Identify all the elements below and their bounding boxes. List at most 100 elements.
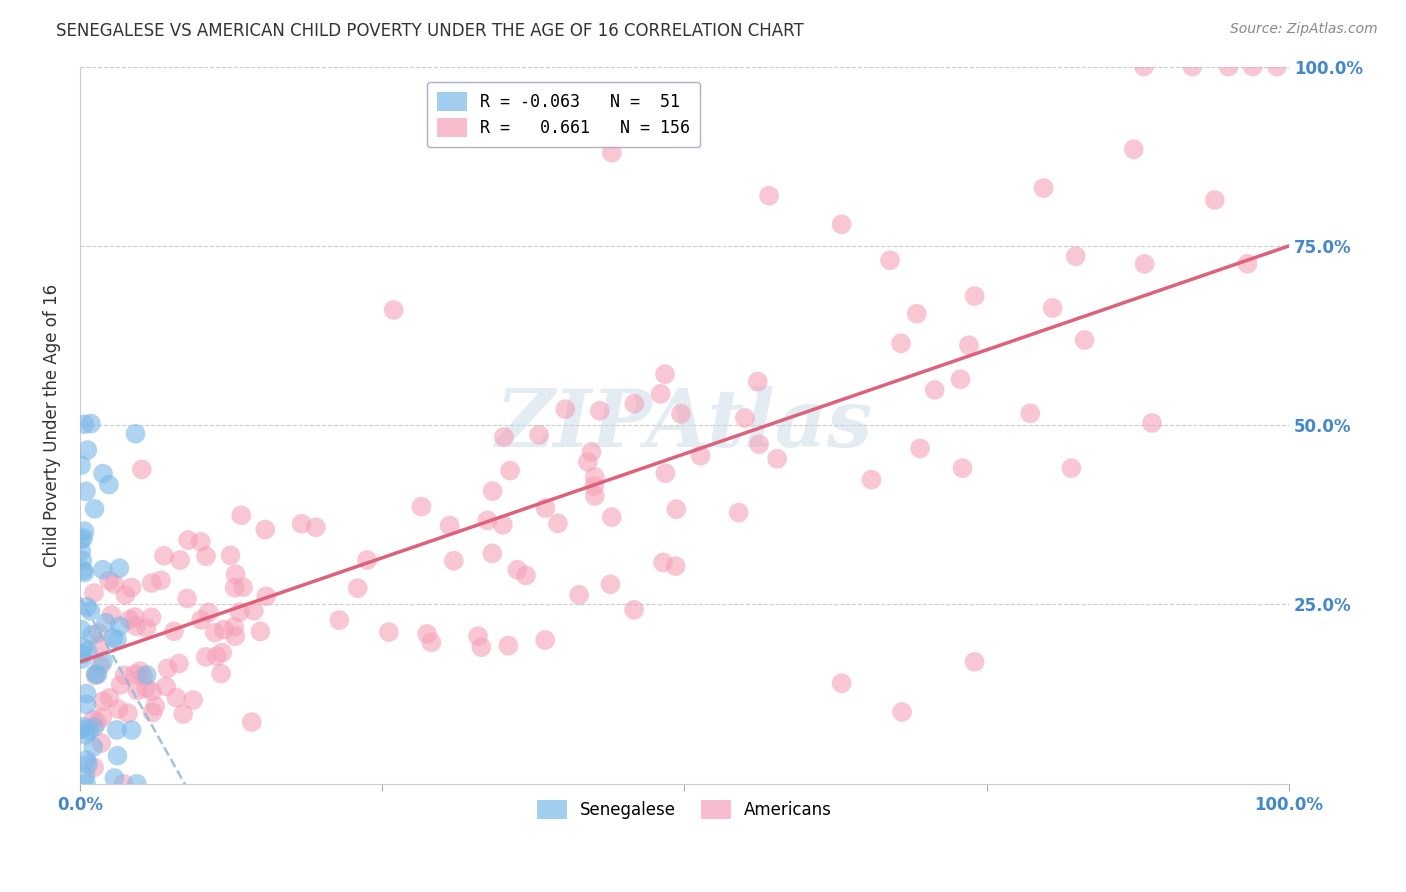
Point (177, 533, 200, 547)
Point (84, 668, 107, 682)
Point (924, 383, 946, 397)
Point (204, 625, 226, 640)
Point (1042, 301, 1064, 315)
Point (83, 720, 105, 734)
Point (890, 336, 912, 351)
Point (515, 568, 537, 582)
Text: SENEGALESE VS AMERICAN CHILD POVERTY UNDER THE AGE OF 16 CORRELATION CHART: SENEGALESE VS AMERICAN CHILD POVERTY UND… (56, 22, 804, 40)
Point (758, 188, 780, 202)
Point (623, 397, 645, 411)
Point (112, 777, 135, 791)
Point (167, 657, 190, 671)
Point (219, 549, 242, 563)
Point (117, 706, 139, 721)
Point (90, 736, 112, 750)
Point (176, 591, 198, 606)
Point (439, 518, 461, 533)
Point (73, 524, 96, 538)
Point (224, 620, 246, 634)
Point (86, 715, 108, 730)
Point (91, 563, 114, 577)
Point (650, 387, 672, 401)
Y-axis label: Child Poverty Under the Age of 16: Child Poverty Under the Age of 16 (44, 284, 60, 566)
Point (382, 302, 405, 317)
Point (87, 626, 110, 640)
Point (91, 654, 114, 668)
Point (194, 649, 217, 664)
Point (131, 462, 153, 476)
Point (83, 501, 105, 516)
Point (1133, 60, 1156, 74)
Point (212, 623, 235, 637)
Point (467, 629, 489, 643)
Point (547, 516, 569, 531)
Point (72, 531, 94, 545)
Point (831, 218, 853, 232)
Point (831, 676, 853, 690)
Point (100, 607, 122, 622)
Point (654, 367, 676, 381)
Point (527, 427, 550, 442)
Point (82, 628, 104, 642)
Point (149, 574, 172, 588)
Point (481, 546, 503, 560)
Point (411, 500, 433, 514)
Point (225, 567, 247, 582)
Point (103, 631, 125, 645)
Point (76, 644, 98, 658)
Point (89, 658, 111, 673)
Point (581, 445, 603, 459)
Point (108, 619, 131, 633)
Point (249, 624, 271, 639)
Point (963, 655, 986, 669)
Point (416, 627, 439, 641)
Point (1032, 181, 1054, 195)
Point (110, 678, 132, 692)
Point (443, 554, 465, 568)
Point (254, 523, 277, 537)
Point (73, 566, 96, 580)
Point (86, 667, 108, 681)
Point (72, 563, 94, 577)
Point (534, 500, 557, 515)
Point (129, 664, 152, 678)
Point (70, 533, 93, 547)
Point (1218, 60, 1240, 74)
Point (957, 338, 980, 352)
Point (105, 723, 128, 737)
Point (356, 553, 378, 567)
Point (589, 404, 612, 418)
Point (748, 437, 770, 451)
Point (477, 513, 499, 527)
Point (91, 467, 114, 481)
Point (305, 520, 328, 534)
Point (143, 698, 166, 713)
Point (195, 549, 218, 563)
Point (70, 647, 93, 661)
Point (75, 769, 97, 783)
Point (669, 407, 692, 421)
Point (346, 581, 368, 595)
Point (228, 605, 250, 619)
Point (155, 680, 177, 694)
Point (103, 771, 125, 785)
Point (583, 470, 606, 484)
Point (82, 739, 104, 754)
Point (91, 710, 114, 724)
Point (378, 625, 401, 640)
Point (142, 706, 165, 720)
Point (665, 559, 688, 574)
Point (70, 458, 93, 473)
Point (506, 563, 529, 577)
Point (72, 640, 94, 655)
Point (328, 613, 350, 627)
Point (76, 687, 98, 701)
Point (211, 646, 233, 660)
Point (254, 589, 277, 603)
Point (1019, 406, 1042, 420)
Point (141, 576, 163, 591)
Point (135, 668, 157, 682)
Point (156, 661, 179, 675)
Point (121, 723, 143, 737)
Point (190, 613, 212, 627)
